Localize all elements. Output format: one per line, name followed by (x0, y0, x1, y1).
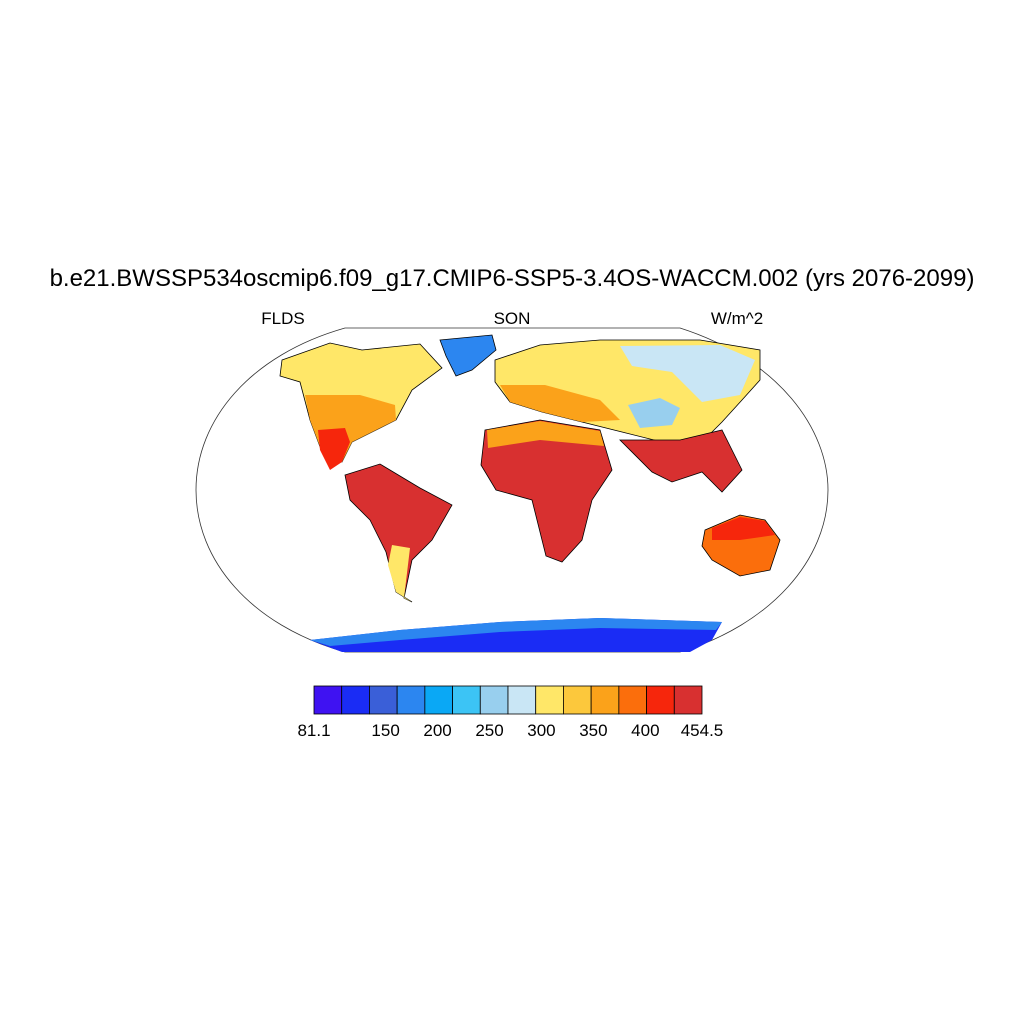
colorbar-label: 200 (423, 721, 451, 740)
colorbar-box (535, 685, 564, 715)
colorbar-box (341, 685, 370, 715)
title: b.e21.BWSSP534oscmip6.f09_g17.CMIP6-SSP5… (50, 265, 975, 292)
south-america-south (388, 545, 412, 602)
center-string: SON (494, 309, 531, 328)
antarctica-coast (310, 618, 722, 646)
colorbar-box (590, 685, 620, 715)
colorbar-box (313, 685, 343, 715)
colorbar-box (424, 685, 453, 715)
colorbar-box (673, 685, 703, 715)
colorbar-box (563, 685, 592, 715)
colorbar-label: 454.5 (681, 721, 724, 740)
map (195, 327, 829, 653)
greenland (439, 334, 497, 377)
south-asia (619, 429, 743, 493)
colorbar-label: 150 (371, 721, 399, 740)
australia-north (712, 517, 775, 540)
colorbar-box (396, 685, 426, 715)
sahara (487, 421, 604, 448)
colorbar: 81.1 150 200 250 300 350 400 454.5 (297, 685, 724, 740)
colorbar-label: 350 (579, 721, 607, 740)
colorbar-label: 81.1 (297, 721, 330, 740)
colorbar-label: 400 (631, 721, 659, 740)
colorbar-label: 250 (475, 721, 503, 740)
colorbar-box (646, 685, 675, 715)
colorbar-box (369, 685, 398, 715)
siberia (620, 345, 755, 402)
africa (480, 419, 613, 563)
colorbar-box (479, 685, 509, 715)
colorbar-box (507, 685, 537, 715)
colorbar-box (618, 685, 647, 715)
colorbar-box (452, 685, 481, 715)
colorbar-label: 300 (527, 721, 555, 740)
europe-south (500, 385, 620, 422)
tibet (628, 398, 680, 428)
central-america (318, 428, 350, 470)
left-string: FLDS (261, 309, 304, 328)
right-string: W/m^2 (711, 309, 763, 328)
